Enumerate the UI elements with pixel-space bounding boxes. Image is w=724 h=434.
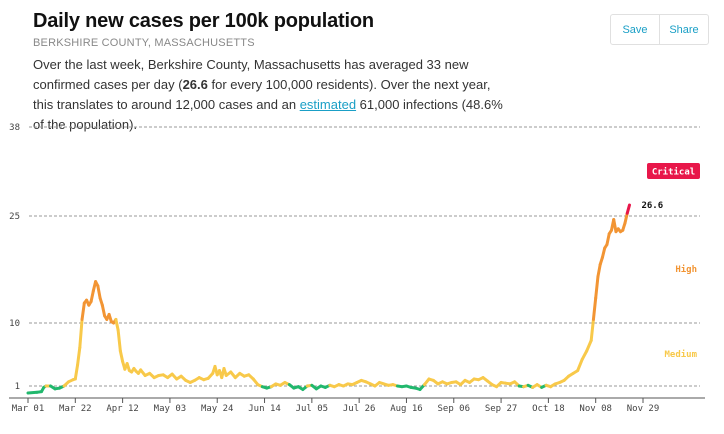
y-tick-label: 10	[9, 319, 20, 329]
x-tick-label: Apr 12	[106, 404, 139, 414]
series-segment	[594, 275, 600, 300]
x-tick-label: Jul 05	[296, 404, 329, 414]
estimated-link[interactable]: estimated	[299, 97, 357, 112]
x-axis: Mar 01 Mar 22 Apr 12 May 03 May 24 Jun 14 Jul …	[9, 397, 705, 414]
critical-label: Critical	[652, 167, 695, 178]
series-segment	[591, 296, 598, 321]
series-segment	[589, 317, 595, 342]
summary-part-1: Over the last week, Berkshire County, Ma…	[33, 57, 469, 92]
x-tick-label: Nov 29	[627, 404, 660, 414]
gridlines	[29, 126, 700, 387]
series-segment	[78, 317, 84, 349]
x-tick-label: Sep 06	[438, 404, 471, 414]
share-toolbar: Save Share	[610, 14, 709, 45]
location-subtitle: BERKSHIRE COUNTY, MASSACHUSETTS	[33, 37, 255, 49]
risk-level-labels: Critical High Medium	[647, 163, 700, 360]
y-tick-labels: 1 10 25 38	[9, 123, 20, 392]
critical-badge	[647, 163, 700, 179]
latest-annotation: 26.6	[641, 201, 663, 211]
series-segment	[585, 339, 593, 353]
chart-title: Daily new cases per 100k population	[33, 10, 374, 32]
x-tick-label: Mar 22	[59, 404, 92, 414]
series-segment	[576, 357, 584, 373]
series-segment	[580, 349, 589, 361]
x-tick-label: Jun 14	[248, 404, 281, 414]
x-tick-label: Mar 01	[12, 404, 45, 414]
y-tick-label: 1	[15, 382, 20, 392]
series-segment	[100, 303, 107, 318]
series-segment	[623, 211, 629, 225]
y-tick-label: 25	[9, 212, 20, 222]
series-segment	[625, 203, 631, 215]
series-segment	[96, 284, 102, 300]
save-button[interactable]: Save	[622, 23, 648, 36]
summary-part-2: for every 100,000 residents). Over the n…	[33, 77, 491, 112]
x-tick-label: Oct 18	[532, 404, 565, 414]
series-segment	[116, 328, 122, 353]
series-segment	[76, 346, 82, 367]
latest-value-label: 26.6	[641, 201, 663, 211]
series-segment	[596, 263, 602, 279]
x-tick-label: Nov 08	[579, 404, 612, 414]
series-segment	[612, 218, 618, 234]
summary-part-3: 61,000 infections (48.6% of the populati…	[33, 97, 503, 132]
summary-text: Over the last week, Berkshire County, Ma…	[33, 55, 503, 135]
series-segment	[600, 246, 607, 259]
series-segment	[605, 232, 611, 247]
series-segment	[73, 363, 80, 381]
x-tick-label: Aug 16	[390, 404, 423, 414]
series-line	[26, 203, 631, 395]
y-tick-label: 38	[9, 123, 20, 133]
series-segment	[80, 301, 86, 321]
series-segment	[114, 317, 120, 332]
x-tick-label: Jul 26	[343, 404, 376, 414]
high-label: High	[675, 264, 697, 275]
series-segment	[26, 390, 39, 395]
medium-label: Medium	[664, 349, 697, 360]
x-tick-label: May 03	[154, 404, 187, 414]
series-segment	[118, 349, 125, 363]
summary-rate-value: 26.6	[182, 77, 208, 92]
share-button[interactable]: Share	[659, 15, 708, 44]
x-tick-label: Sep 27	[485, 404, 518, 414]
x-tick-label: May 24	[201, 404, 234, 414]
series-segment	[89, 289, 95, 304]
